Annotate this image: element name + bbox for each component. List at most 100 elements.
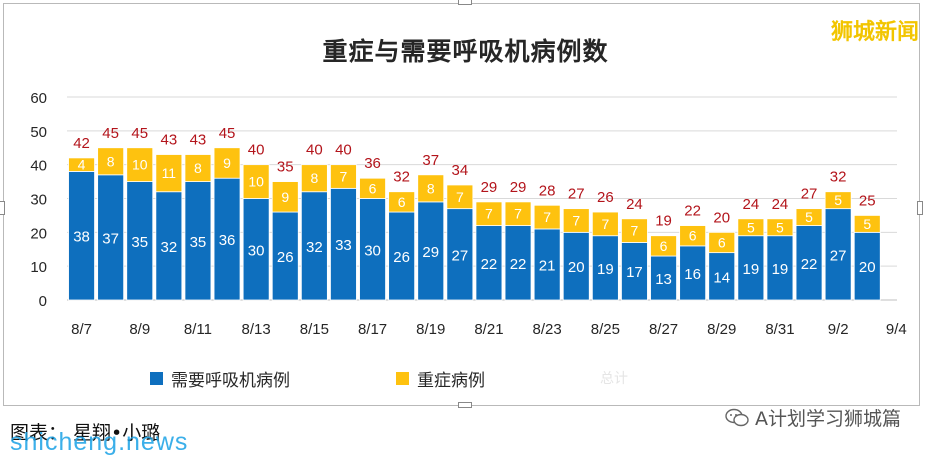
bar-ventilator <box>184 181 212 301</box>
data-label-ventilator: 26 <box>393 249 410 266</box>
resize-handle-bottom[interactable] <box>458 402 472 408</box>
data-label-severe: 10 <box>132 157 148 173</box>
bar-severe <box>795 208 823 226</box>
bar-ventilator <box>708 252 736 301</box>
wechat-account: A计划学习狮城篇 <box>725 404 901 431</box>
bar-severe <box>126 147 154 182</box>
data-label-total: 40 <box>248 142 265 159</box>
bar-ventilator <box>330 187 357 301</box>
chart-credit: 图表： 星翔•小璐 <box>10 422 161 444</box>
x-tick-label: 8/7 <box>71 321 92 338</box>
x-tick-label: 8/23 <box>533 321 562 338</box>
data-label-severe: 5 <box>776 219 784 235</box>
data-label-severe: 6 <box>689 228 697 244</box>
data-label-ventilator: 32 <box>161 239 178 256</box>
bar-severe <box>446 184 474 210</box>
bar-ventilator <box>824 208 852 301</box>
data-label-total: 35 <box>277 159 294 176</box>
bar-severe <box>388 191 416 213</box>
bar-severe <box>562 208 590 233</box>
data-label-total: 24 <box>743 196 760 213</box>
data-label-severe: 7 <box>485 206 493 222</box>
data-label-total: 24 <box>626 196 643 213</box>
bar-severe <box>417 174 445 203</box>
bar-ventilator <box>562 231 590 301</box>
bar-severe <box>97 147 125 176</box>
bar-ventilator <box>97 174 125 301</box>
data-label-total: 42 <box>73 135 90 152</box>
data-label-severe: 6 <box>369 180 377 196</box>
legend-item-ventilator: 需要呼吸机病例 <box>150 366 290 391</box>
data-label-total: 34 <box>452 162 469 179</box>
data-label-ventilator: 32 <box>306 239 323 256</box>
data-label-severe: 10 <box>248 174 264 190</box>
resize-handle-left[interactable] <box>0 201 5 215</box>
data-label-total: 45 <box>131 125 148 142</box>
data-label-total: 25 <box>859 192 876 209</box>
data-label-ventilator: 20 <box>568 259 585 276</box>
brand-logo: 狮城新闻 <box>830 20 919 45</box>
data-label-ventilator: 27 <box>452 247 469 264</box>
wechat-icon <box>725 408 749 426</box>
data-label-total: 43 <box>190 132 207 149</box>
data-label-ventilator: 37 <box>102 230 119 247</box>
data-label-total: 26 <box>597 189 614 206</box>
bar-ventilator <box>591 235 619 301</box>
bar-ventilator <box>795 225 823 301</box>
data-label-total: 22 <box>684 203 701 220</box>
bar-severe <box>271 181 299 213</box>
bar-severe <box>766 218 794 237</box>
y-tick-label: 30 <box>30 192 47 209</box>
bar-severe <box>708 231 736 254</box>
bar-severe <box>155 154 183 193</box>
bar-ventilator <box>853 231 881 301</box>
data-label-severe: 6 <box>398 194 406 210</box>
data-label-ventilator: 36 <box>219 232 236 249</box>
data-label-ventilator: 29 <box>422 244 439 261</box>
data-label-ventilator: 33 <box>335 237 352 254</box>
x-tick-label: 8/25 <box>591 321 620 338</box>
x-tick-label: 8/11 <box>184 321 212 338</box>
resize-handle-top[interactable] <box>458 0 472 5</box>
data-label-severe: 5 <box>747 219 755 235</box>
y-tick-label: 10 <box>30 259 47 276</box>
data-label-total: 45 <box>219 125 236 142</box>
data-label-severe: 7 <box>543 209 551 225</box>
x-tick-label: 8/17 <box>358 321 387 338</box>
data-label-severe: 6 <box>718 234 726 250</box>
data-label-ventilator: 19 <box>743 261 760 278</box>
data-label-total: 20 <box>713 209 730 226</box>
bar-ventilator <box>446 208 474 301</box>
data-label-ventilator: 35 <box>131 234 148 251</box>
bar-severe <box>213 147 241 179</box>
data-label-severe: 11 <box>162 165 177 181</box>
data-label-total: 32 <box>393 169 410 186</box>
bar-severe <box>737 218 765 237</box>
data-label-severe: 5 <box>834 192 842 208</box>
resize-handle-right[interactable] <box>917 201 923 215</box>
x-tick-label: 8/27 <box>649 321 678 338</box>
legend-item-severe: 重症病例 <box>396 366 485 391</box>
data-label-severe: 8 <box>107 153 115 169</box>
data-label-total: 32 <box>830 169 847 186</box>
data-label-ventilator: 17 <box>626 264 643 281</box>
data-label-severe: 5 <box>863 216 871 232</box>
wechat-account-name: A计划学习狮城篇 <box>755 408 901 430</box>
bar-ventilator <box>271 211 299 301</box>
y-tick-label: 60 <box>30 90 47 107</box>
data-label-total: 40 <box>306 142 323 159</box>
data-label-total: 27 <box>568 186 585 203</box>
bar-ventilator <box>126 181 154 301</box>
data-label-total: 19 <box>655 213 672 230</box>
bar-severe <box>68 157 95 172</box>
x-tick-label: 8/29 <box>707 321 736 338</box>
bar-ventilator <box>242 198 270 301</box>
bar-severe <box>242 164 270 199</box>
data-label-ventilator: 22 <box>510 256 527 273</box>
data-label-ventilator: 19 <box>597 261 614 278</box>
data-label-ventilator: 13 <box>655 271 672 288</box>
watermark: shicheng.news <box>10 428 189 456</box>
data-label-ventilator: 19 <box>772 261 789 278</box>
data-label-total: 40 <box>335 142 352 159</box>
